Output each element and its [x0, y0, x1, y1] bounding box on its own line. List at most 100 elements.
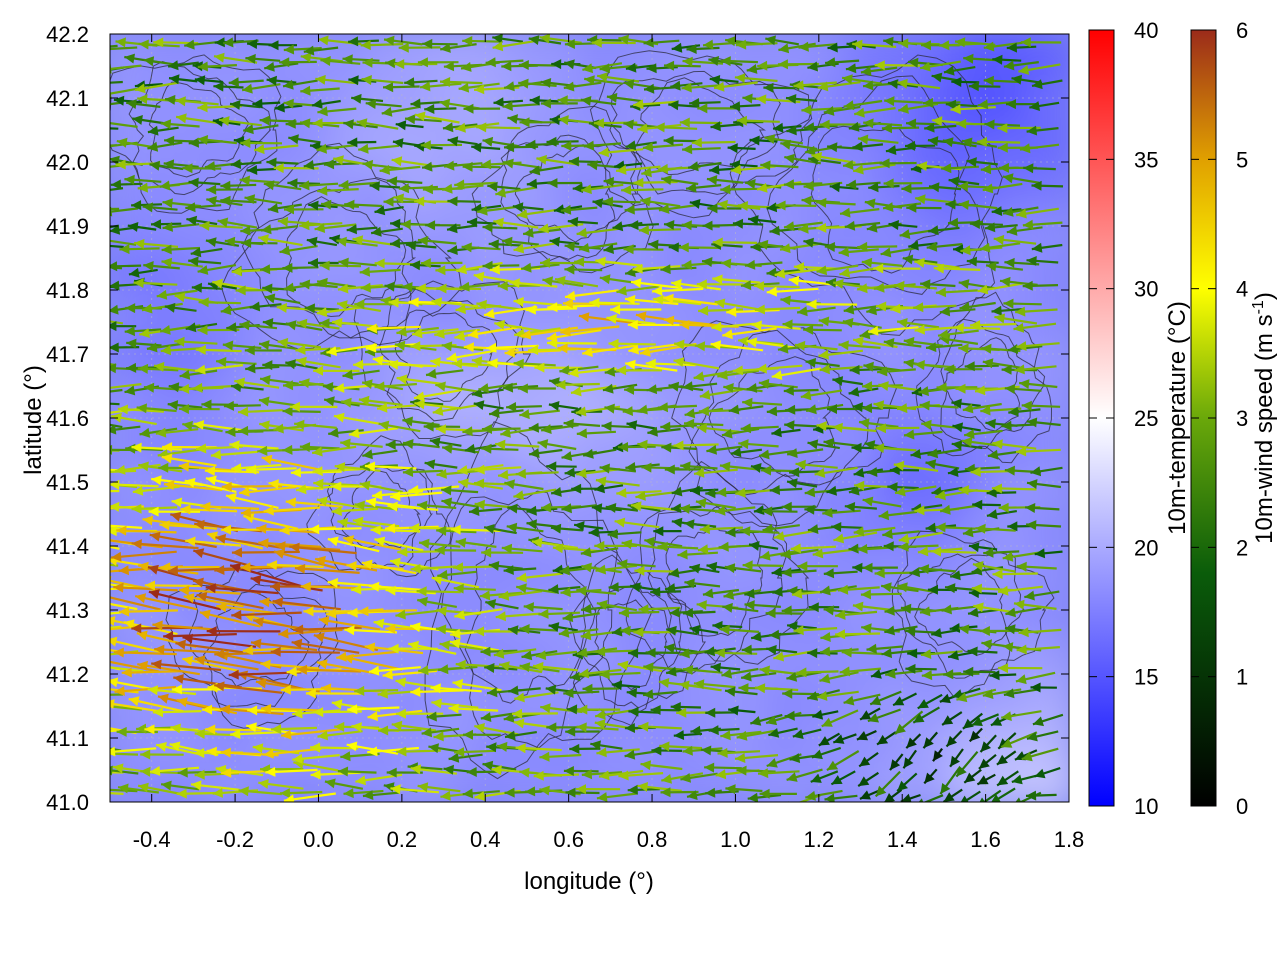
wind-vector-shaft: [175, 642, 244, 654]
wind-vector-head: [390, 218, 401, 229]
wind-vector: [638, 604, 681, 615]
wind-vector-head: [482, 760, 494, 771]
wind-vector-head: [559, 365, 570, 376]
wind-vector-head: [571, 483, 582, 494]
wind-vector-head: [618, 34, 629, 45]
wind-vector: [148, 506, 201, 517]
wind-vector: [143, 261, 180, 271]
wind-vector-head: [159, 180, 171, 191]
wind-vector: [720, 730, 762, 741]
wind-vector: [518, 60, 556, 70]
wind-vector: [374, 205, 404, 216]
wind-vector: [317, 185, 359, 196]
wind-vector: [710, 662, 741, 673]
wind-vector-shaft: [110, 728, 122, 733]
wind-vector-head: [590, 740, 601, 751]
wind-vector-head: [673, 440, 684, 451]
wind-vector-head: [155, 427, 167, 438]
wind-vector: [711, 321, 760, 332]
wind-vector: [114, 463, 161, 475]
wind-vector-head: [476, 299, 487, 310]
wind-vector-head: [316, 143, 327, 154]
wind-vector-head: [159, 520, 170, 531]
wind-vector-head: [332, 317, 343, 328]
wind-vector-head: [597, 72, 608, 83]
wind-vector: [348, 75, 377, 86]
wind-vector: [398, 42, 441, 53]
wind-vector-head: [365, 99, 377, 109]
wind-vector-head: [90, 123, 100, 133]
contour-line: [379, 288, 519, 422]
wind-vector-head: [317, 106, 328, 117]
wind-vector-head: [720, 730, 731, 741]
wind-vector: [712, 274, 760, 285]
wind-vector-head: [110, 616, 116, 626]
wind-vector-head: [627, 319, 638, 330]
wind-vector: [258, 538, 322, 549]
wind-vector: [346, 224, 378, 235]
wind-vector-head: [142, 202, 153, 213]
wind-vector-head: [443, 61, 455, 72]
wind-vector-head: [624, 723, 635, 733]
contour-line: [647, 505, 788, 662]
wind-vector-head: [240, 225, 251, 236]
wind-vector-head: [265, 766, 276, 777]
wind-vector-head: [676, 707, 687, 718]
wind-vector-head: [557, 343, 568, 354]
wind-vector-head: [362, 57, 373, 68]
wind-vector-head: [699, 389, 711, 400]
wind-vector-head: [283, 282, 295, 293]
wind-vector-shaft: [231, 550, 300, 554]
wind-vector: [482, 260, 520, 271]
wind-vector-head: [358, 606, 369, 617]
wind-vector-head: [552, 543, 564, 554]
wind-vector-head: [495, 187, 506, 198]
wind-vector-head: [414, 399, 425, 410]
wind-vector-head: [348, 428, 360, 439]
wind-vector-head: [668, 381, 680, 392]
wind-vector: [367, 709, 423, 722]
wind-vector-head: [419, 538, 430, 549]
wind-vector: [576, 586, 617, 596]
wind-vector-head: [184, 39, 195, 50]
wind-vector: [508, 685, 541, 696]
wind-vector-shaft: [273, 550, 337, 570]
wind-vector: [188, 256, 222, 267]
wind-vector-head: [255, 678, 267, 689]
wind-vector-head: [574, 521, 585, 531]
wind-vector: [436, 283, 482, 294]
wind-vector-head: [388, 643, 399, 654]
wind-vector: [565, 787, 600, 798]
wind-vector-head: [331, 699, 343, 710]
wind-vector: [660, 787, 699, 798]
wind-vector: [633, 99, 679, 110]
wind-vector-head: [607, 529, 618, 539]
wind-vector: [474, 464, 522, 475]
wind-vector-head: [137, 660, 148, 671]
wind-vector-head: [425, 220, 436, 231]
wind-vector-shaft: [110, 187, 124, 191]
wind-vector: [387, 501, 439, 512]
wind-vector-head: [730, 101, 741, 112]
wind-vector-head: [525, 139, 536, 150]
wind-vector: [90, 123, 119, 133]
wind-vector-head: [444, 160, 455, 171]
wind-vector-head: [261, 454, 273, 465]
wind-vector-head: [625, 294, 636, 305]
wind-vector-head: [710, 662, 721, 673]
wind-vector-head: [638, 225, 649, 236]
wind-vector-head: [671, 503, 682, 514]
wind-vector: [516, 572, 563, 583]
wind-vector-head: [364, 461, 376, 472]
wind-vector-head: [264, 293, 276, 304]
wind-vector-head: [664, 464, 675, 475]
wind-vector-head: [292, 753, 303, 764]
wind-vector-head: [410, 622, 421, 633]
wind-vector-shaft: [215, 536, 283, 549]
wind-vector-head: [610, 304, 621, 315]
wind-vector: [194, 75, 223, 86]
wind-vector-head: [132, 115, 143, 125]
wind-vector: [488, 561, 523, 571]
wind-vector-head: [110, 304, 119, 315]
wind-vector-head: [495, 611, 506, 622]
